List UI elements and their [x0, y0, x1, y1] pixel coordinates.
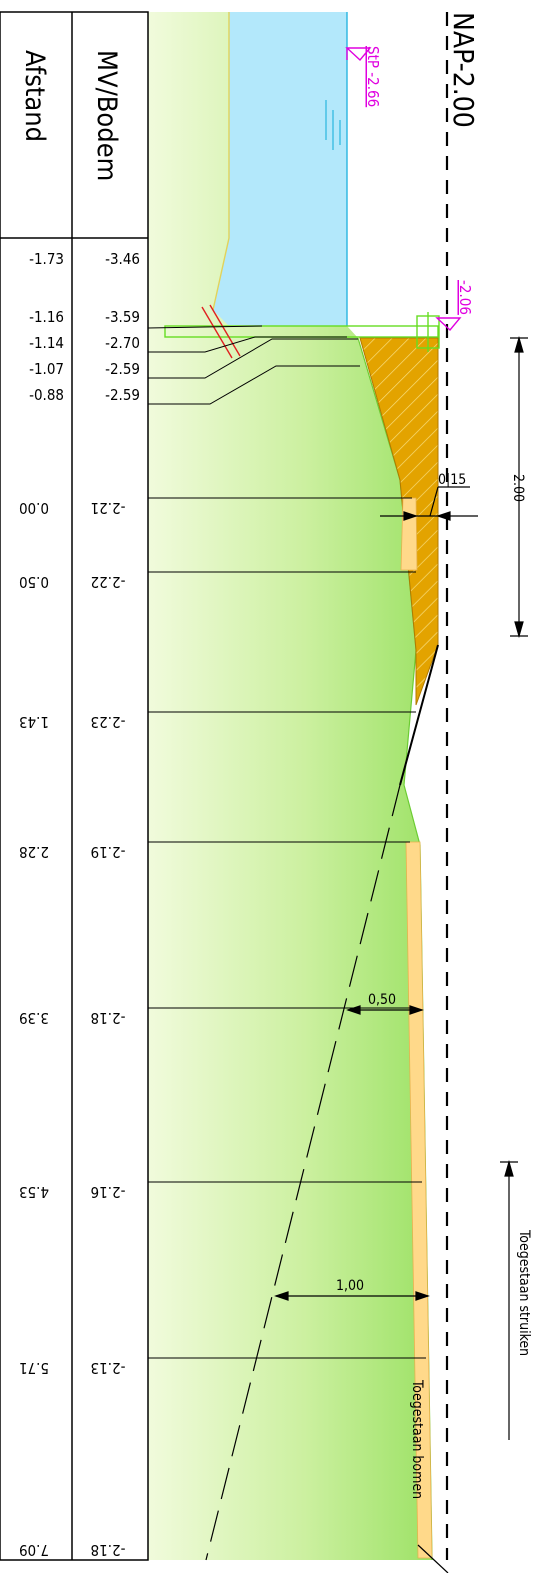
dimension-050 — [346, 1005, 424, 1015]
table-grid — [0, 11, 149, 1561]
row-afstand: 4.53 — [19, 1183, 49, 1201]
shrubs-label: Toegestaan struiken — [516, 1229, 532, 1356]
dimension-sheet-thickness-label: 0|15 — [438, 472, 466, 488]
row-mv: -3.46 — [105, 250, 140, 268]
stp-marker — [345, 47, 372, 62]
row-mv: -2.16 — [91, 1183, 126, 1201]
row-mv: -2.70 — [105, 334, 140, 352]
dimension-050-label: 0,50 — [368, 992, 396, 1008]
trees-label: Toegestaan bomen — [409, 1379, 425, 1499]
row-afstand: -0.88 — [29, 386, 64, 404]
row-mv: -2.13 — [91, 1359, 126, 1377]
water-surface-symbol — [325, 100, 341, 150]
row-afstand: 0.50 — [19, 573, 49, 591]
row-afstand: -1.14 — [29, 334, 64, 352]
water-area — [213, 12, 347, 326]
row-afstand: 1.43 — [19, 713, 49, 731]
rows-upper: -1.73 -3.46 -1.16 -3.59 -1.14 -2.70 -1.0… — [29, 250, 140, 404]
stp-label: StP -2.66 — [364, 46, 382, 107]
water-level-label: -2.06 — [456, 280, 474, 315]
row-mv: -2.21 — [91, 499, 126, 517]
dimension-sheet-thickness — [380, 486, 478, 521]
row-lines — [148, 497, 426, 1359]
header-afstand: Afstand — [19, 50, 50, 142]
nap-label: NAP-2.00 — [447, 12, 480, 128]
row-mv: -3.59 — [105, 308, 140, 326]
row-afstand: 3.39 — [19, 1009, 49, 1027]
row-afstand: 0.00 — [19, 499, 49, 517]
verge-strip-upper — [400, 497, 418, 571]
trees-leader — [417, 1544, 449, 1574]
row-mv: -2.19 — [91, 843, 126, 861]
leader-lines — [147, 325, 360, 405]
header-mv-bodem: MV/Bodem — [91, 50, 122, 181]
break-line — [201, 306, 233, 359]
row-mv: -2.22 — [91, 573, 126, 591]
row-mv: -2.23 — [91, 713, 126, 731]
root-zone-line-solid — [399, 644, 439, 786]
water-level-marker — [435, 317, 462, 332]
row-mv: -2.59 — [105, 360, 140, 378]
dimension-100-label: 1,00 — [336, 1278, 364, 1294]
row-mv: -2.18 — [91, 1541, 126, 1559]
row-mv: -2.59 — [105, 386, 140, 404]
rows-lower: 0.00 -2.21 0.50 -2.22 1.43 -2.23 2.28 -2… — [19, 499, 125, 1559]
row-afstand: 5.71 — [19, 1359, 49, 1377]
dimension-sheet-length — [510, 335, 528, 639]
row-mv: -2.18 — [91, 1009, 126, 1027]
row-afstand: -1.16 — [29, 308, 64, 326]
row-afstand: 2.28 — [19, 843, 49, 861]
row-afstand: -1.73 — [29, 250, 64, 268]
row-afstand: 7.09 — [19, 1541, 49, 1559]
root-zone-line-dashed — [205, 784, 401, 1561]
sheet-pile — [359, 337, 439, 706]
dimension-100 — [274, 1291, 430, 1301]
dimension-sheet-length-label: 2.00 — [510, 474, 526, 502]
row-afstand: -1.07 — [29, 360, 64, 378]
section-body — [148, 12, 440, 1561]
shrubs-zone-marker — [500, 1159, 518, 1440]
